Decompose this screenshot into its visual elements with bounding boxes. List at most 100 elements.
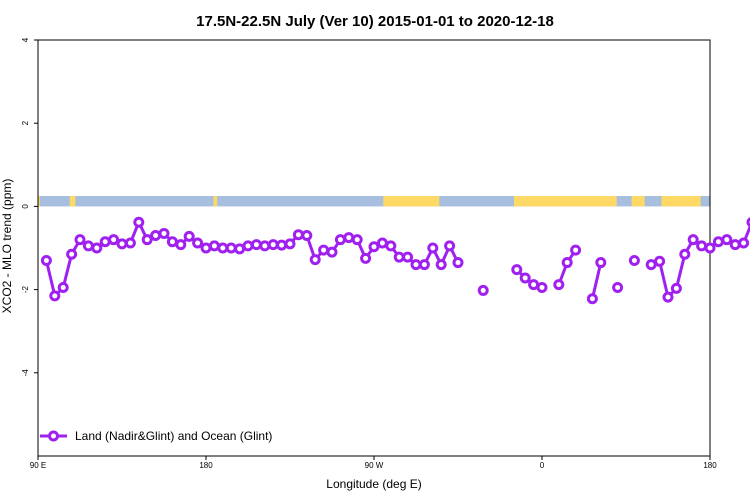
- data-point: [250, 239, 262, 251]
- y-tick-label: 4: [21, 37, 30, 42]
- data-point: [511, 264, 523, 276]
- data-point: [662, 291, 674, 303]
- land-segment: [69, 196, 76, 207]
- data-point: [679, 248, 691, 260]
- data-point: [301, 230, 313, 242]
- x-tick-label: 0: [540, 461, 545, 470]
- y-axis-label: XCO2 - MLO trend (ppm): [0, 179, 14, 314]
- data-point: [477, 284, 489, 296]
- x-tick-label: 180: [199, 461, 213, 470]
- data-point: [217, 242, 229, 254]
- data-point: [628, 254, 640, 266]
- land-segment: [38, 196, 40, 207]
- y-tick-label: -2: [21, 285, 30, 293]
- data-point: [595, 257, 607, 269]
- data-point: [360, 252, 372, 264]
- land-ocean-mask: [38, 196, 710, 207]
- data-point: [721, 234, 733, 246]
- data-point: [276, 239, 288, 251]
- data-point: [376, 237, 388, 249]
- land-segment: [213, 196, 218, 207]
- data-point: [66, 248, 78, 260]
- data-point: [670, 282, 682, 294]
- data-point: [452, 257, 464, 269]
- ocean-band: [38, 196, 710, 207]
- data-point: [183, 230, 195, 242]
- data-point: [284, 238, 296, 250]
- land-segment: [661, 196, 701, 207]
- data-point: [116, 238, 128, 250]
- x-axis: 90 E 180 90 W 0 180: [30, 456, 717, 470]
- data-point: [267, 239, 279, 251]
- data-point: [586, 293, 598, 305]
- data-point: [410, 259, 422, 271]
- data-point: [687, 234, 699, 246]
- data-point: [318, 244, 330, 256]
- data-point: [124, 237, 136, 249]
- data-point: [49, 290, 61, 302]
- x-axis-label: Longitude (deg E): [326, 477, 421, 491]
- series-line: [650, 223, 750, 299]
- x-tick-label: 90 W: [365, 461, 384, 470]
- data-point: [99, 236, 111, 248]
- data-point: [82, 240, 94, 252]
- data-point: [402, 251, 414, 263]
- data-point: [40, 254, 52, 266]
- data-point: [351, 234, 363, 246]
- data-point: [74, 234, 86, 246]
- data-point: [242, 240, 254, 252]
- data-point: [57, 282, 69, 294]
- x-tick-label: 180: [703, 461, 717, 470]
- data-point: [385, 240, 397, 252]
- land-segment: [383, 196, 440, 207]
- legend-marker: [48, 430, 59, 442]
- data-point: [259, 240, 271, 252]
- data-point: [738, 237, 750, 249]
- data-point: [612, 282, 624, 294]
- data-point: [108, 234, 120, 246]
- data-point: [570, 244, 582, 256]
- data-point: [343, 232, 355, 244]
- y-tick-label: -4: [21, 369, 30, 377]
- land-segment: [514, 196, 617, 207]
- y-axis: -4 -2 0 2 4: [21, 37, 38, 376]
- data-point: [712, 236, 724, 248]
- data-point: [208, 240, 220, 252]
- data-point: [561, 257, 573, 269]
- data-point: [91, 242, 103, 254]
- data-point: [427, 242, 439, 254]
- data-point: [158, 227, 170, 239]
- data-point: [696, 240, 708, 252]
- chart-title: 17.5N-22.5N July (Ver 10) 2015-01-01 to …: [196, 13, 554, 30]
- data-point: [435, 259, 447, 271]
- data-point: [729, 239, 741, 251]
- data-point: [192, 237, 204, 249]
- data-point: [536, 282, 548, 294]
- legend: Land (Nadir&Glint) and Ocean (Glint): [40, 429, 272, 443]
- data-point: [418, 259, 430, 271]
- data-point: [368, 241, 380, 253]
- data-point: [334, 234, 346, 246]
- data-point: [133, 216, 145, 228]
- data-point: [654, 255, 666, 267]
- data-point: [645, 259, 657, 271]
- data-point: [519, 272, 531, 284]
- data-point: [225, 242, 237, 254]
- data-point: [528, 279, 540, 291]
- series-line: [590, 262, 603, 300]
- series-layer: [40, 216, 750, 305]
- data-point: [553, 279, 565, 291]
- legend-label: Land (Nadir&Glint) and Ocean (Glint): [75, 429, 272, 443]
- data-point: [141, 234, 153, 246]
- data-point: [292, 229, 304, 241]
- data-point: [175, 239, 187, 251]
- data-point: [326, 246, 338, 258]
- x-tick-label: 90 E: [30, 461, 46, 470]
- y-tick-label: 2: [21, 120, 30, 125]
- data-point: [166, 236, 178, 248]
- data-point: [393, 251, 405, 263]
- data-point: [234, 243, 246, 255]
- y-tick-label: 0: [21, 204, 30, 209]
- data-point: [309, 254, 321, 266]
